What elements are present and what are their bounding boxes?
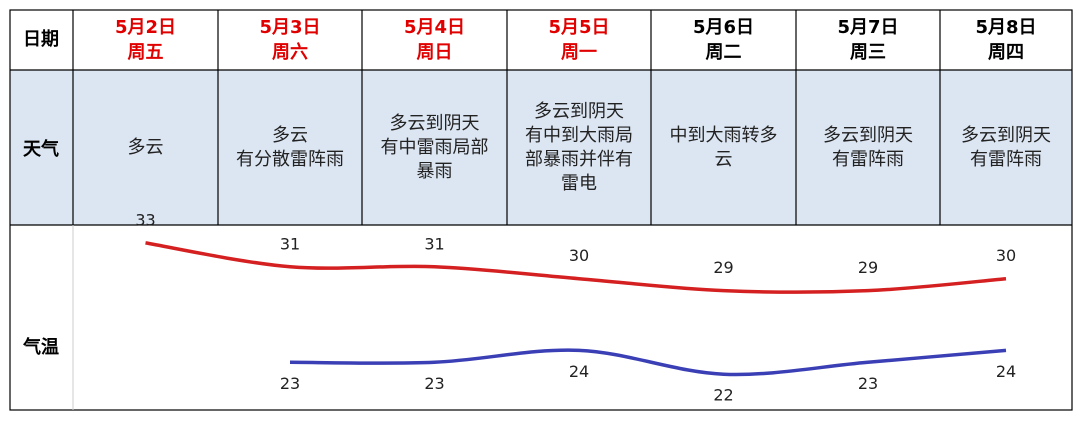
weather-text: 多云到阴天 bbox=[823, 125, 913, 146]
value-label: 24 bbox=[996, 362, 1016, 381]
weather-text: 多云 bbox=[272, 125, 308, 146]
temp-line bbox=[289, 348, 1007, 377]
value-label: 31 bbox=[424, 234, 444, 253]
weekday: 周三 bbox=[850, 42, 886, 63]
weather-text: 有分散雷阵雨 bbox=[236, 149, 344, 170]
row-label: 天气 bbox=[23, 138, 59, 160]
weather-text: 有雷阵雨 bbox=[832, 149, 904, 170]
weather-text: 多云到阴天 bbox=[390, 113, 480, 134]
value-label: 30 bbox=[569, 246, 589, 265]
weather-text: 多云到阴天 bbox=[534, 101, 624, 122]
weekday: 周一 bbox=[561, 42, 597, 63]
weather-text: 多云 bbox=[128, 137, 164, 158]
date: 5月8日 bbox=[975, 17, 1036, 38]
date: 5月2日 bbox=[115, 17, 176, 38]
weather-text: 有中雷雨局部 bbox=[381, 137, 489, 158]
table-grid bbox=[9, 9, 1073, 411]
weekday: 周五 bbox=[128, 42, 164, 63]
date: 5月6日 bbox=[693, 17, 754, 38]
weather-row-bg bbox=[10, 70, 1072, 225]
value-label: 29 bbox=[858, 258, 878, 277]
value-label: 23 bbox=[280, 374, 300, 393]
value-label: 23 bbox=[424, 374, 444, 393]
weather-text: 有中到大雨局 bbox=[525, 125, 633, 146]
weekday: 周四 bbox=[988, 42, 1024, 63]
value-label: 29 bbox=[713, 258, 733, 277]
weather-text: 暴雨 bbox=[417, 161, 453, 182]
value-label: 23 bbox=[858, 374, 878, 393]
value-label: 31 bbox=[280, 234, 300, 253]
weather-text: 部暴雨并伴有 bbox=[525, 149, 633, 170]
value-label: 33 bbox=[135, 210, 155, 229]
value-label: 24 bbox=[569, 362, 589, 381]
weather-text: 中到大雨转多 bbox=[670, 125, 778, 146]
weather-text: 雷电 bbox=[561, 173, 597, 194]
date: 5月4日 bbox=[404, 17, 465, 38]
row-label: 气温 bbox=[22, 336, 59, 358]
weekday: 周日 bbox=[417, 42, 453, 63]
date: 5月7日 bbox=[837, 17, 898, 38]
date: 5月3日 bbox=[259, 17, 320, 38]
weather-text: 有雷阵雨 bbox=[970, 149, 1042, 170]
weekday: 周六 bbox=[272, 41, 308, 63]
weekday: 周二 bbox=[706, 42, 742, 63]
weather-text: 云 bbox=[715, 149, 733, 170]
table-border bbox=[9, 9, 1073, 411]
value-label: 22 bbox=[713, 386, 733, 405]
date: 5月5日 bbox=[548, 17, 609, 38]
temp-line bbox=[145, 241, 1007, 294]
value-label: 30 bbox=[996, 246, 1016, 265]
weather-text: 多云到阴天 bbox=[961, 125, 1051, 146]
row-label: 日期 bbox=[23, 29, 59, 50]
